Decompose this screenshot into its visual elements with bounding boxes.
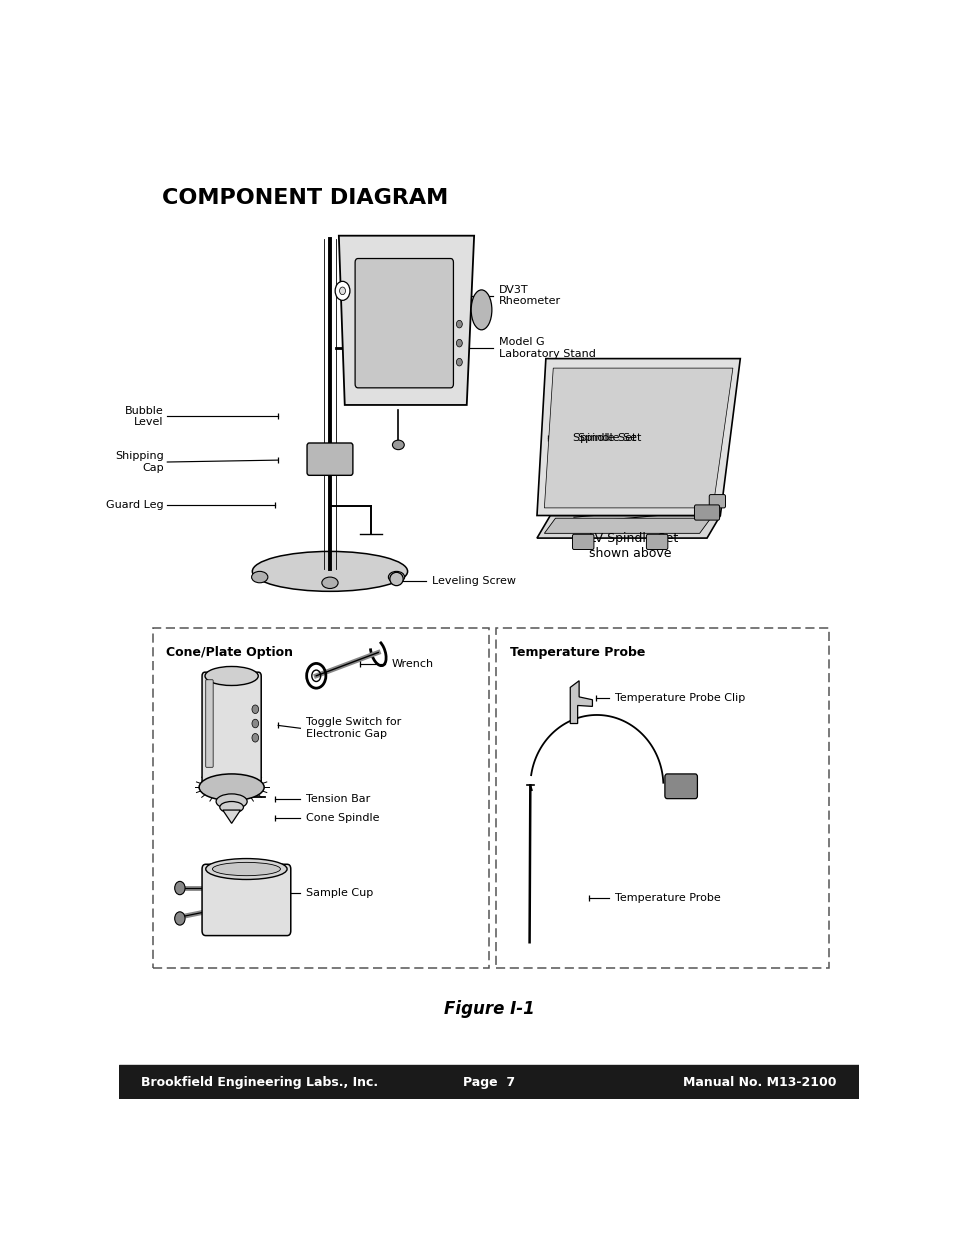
Ellipse shape (392, 440, 404, 450)
Ellipse shape (471, 290, 492, 330)
Polygon shape (544, 368, 732, 508)
Circle shape (456, 358, 462, 366)
Text: Sample Cup: Sample Cup (306, 888, 374, 898)
Ellipse shape (390, 572, 403, 585)
Text: Spindle Set: Spindle Set (577, 433, 640, 443)
Text: Guard Leg: Guard Leg (106, 500, 164, 510)
Text: LV Spindle Set
shown above: LV Spindle Set shown above (588, 532, 678, 559)
Ellipse shape (206, 858, 287, 879)
Text: COMPONENT DIAGRAM: COMPONENT DIAGRAM (162, 188, 448, 209)
FancyBboxPatch shape (307, 443, 353, 475)
Polygon shape (570, 680, 592, 724)
FancyBboxPatch shape (646, 535, 667, 550)
Circle shape (174, 911, 185, 925)
Circle shape (456, 340, 462, 347)
Ellipse shape (252, 572, 268, 583)
Circle shape (252, 719, 258, 727)
Polygon shape (338, 236, 474, 405)
Text: Temperature Probe: Temperature Probe (614, 893, 720, 903)
Bar (119, 1065, 858, 1099)
Circle shape (456, 320, 462, 329)
Bar (152, 629, 488, 968)
Ellipse shape (252, 551, 407, 592)
Text: Cone/Plate Option: Cone/Plate Option (166, 646, 293, 658)
FancyBboxPatch shape (202, 864, 291, 936)
Circle shape (339, 287, 345, 295)
Text: Toggle Switch for
Electronic Gap: Toggle Switch for Electronic Gap (306, 718, 401, 739)
Polygon shape (537, 358, 740, 515)
Circle shape (335, 282, 350, 300)
FancyBboxPatch shape (694, 505, 719, 520)
Ellipse shape (216, 794, 247, 809)
Text: Leveling Screw: Leveling Screw (432, 576, 516, 585)
Text: Shipping
Cap: Shipping Cap (114, 451, 164, 473)
FancyBboxPatch shape (572, 535, 594, 550)
FancyBboxPatch shape (664, 774, 697, 799)
Text: Tension Bar: Tension Bar (306, 794, 370, 804)
Text: Wrench: Wrench (391, 658, 433, 668)
Polygon shape (222, 810, 240, 824)
Ellipse shape (388, 572, 404, 583)
Text: Temperature Probe: Temperature Probe (509, 646, 644, 658)
FancyBboxPatch shape (202, 672, 261, 789)
FancyBboxPatch shape (708, 494, 724, 508)
Text: Brookfield Engineering Labs., Inc.: Brookfield Engineering Labs., Inc. (141, 1076, 378, 1088)
Circle shape (174, 882, 185, 894)
Text: Bubble
Level: Bubble Level (125, 405, 164, 427)
Text: Cone Spindle: Cone Spindle (306, 813, 379, 823)
Text: Page  7: Page 7 (462, 1076, 515, 1088)
Ellipse shape (199, 774, 264, 800)
FancyBboxPatch shape (206, 679, 213, 767)
Ellipse shape (205, 667, 258, 685)
Ellipse shape (219, 802, 243, 813)
Text: Figure I-1: Figure I-1 (443, 1000, 534, 1018)
Text: Model G
Laboratory Stand: Model G Laboratory Stand (498, 337, 595, 358)
Text: DV3T
Rheometer: DV3T Rheometer (498, 285, 560, 306)
Circle shape (252, 734, 258, 742)
Text: Temperature Probe Clip: Temperature Probe Clip (614, 693, 744, 703)
Text: Spindle Set: Spindle Set (573, 433, 636, 443)
Ellipse shape (213, 862, 280, 876)
Ellipse shape (321, 577, 337, 589)
Polygon shape (544, 519, 710, 534)
Polygon shape (537, 515, 720, 538)
Circle shape (252, 705, 258, 714)
Bar (496, 629, 828, 968)
Text: Manual No. M13-2100: Manual No. M13-2100 (682, 1076, 836, 1088)
FancyBboxPatch shape (355, 258, 453, 388)
